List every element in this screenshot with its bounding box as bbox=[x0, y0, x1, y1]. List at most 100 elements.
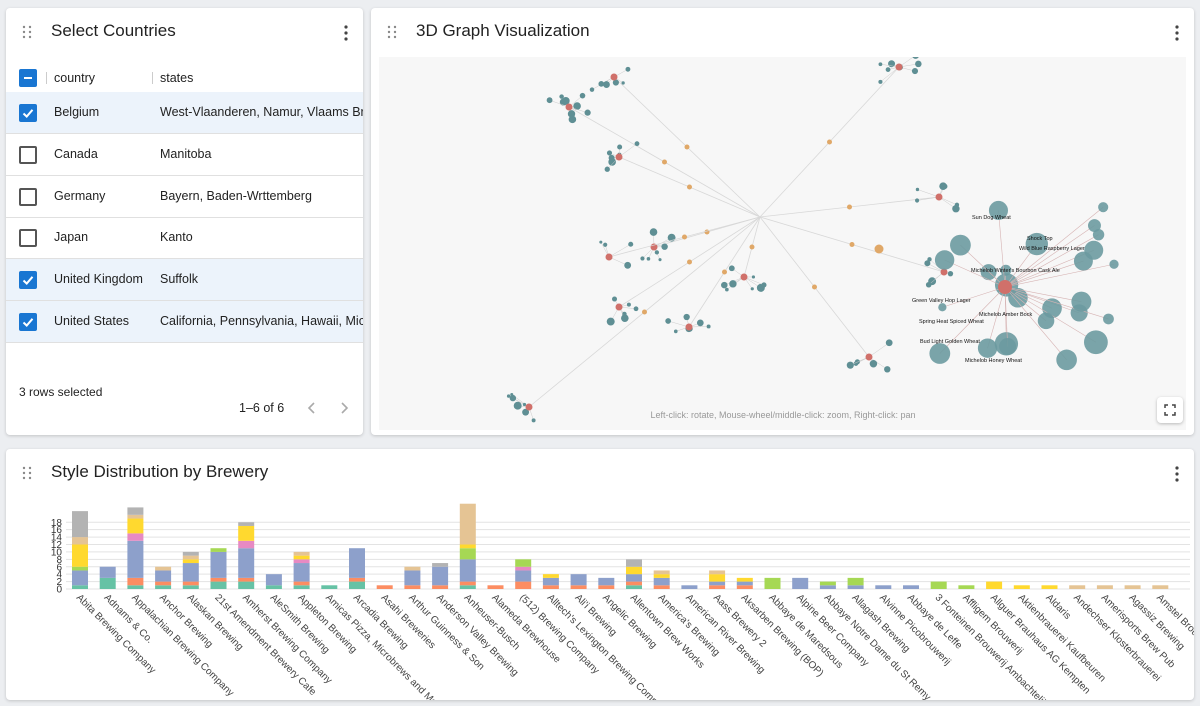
graph-background bbox=[379, 57, 1186, 430]
graph-canvas[interactable]: Sun Dog Wheat Shock Top Wild Blue Raspberr… bbox=[379, 57, 1186, 430]
graph-node bbox=[865, 353, 873, 361]
bar-segment bbox=[709, 581, 726, 586]
bar-segment bbox=[72, 544, 88, 567]
menu-button[interactable] bbox=[1174, 24, 1180, 42]
bar-segment bbox=[653, 570, 670, 575]
next-page[interactable] bbox=[338, 401, 350, 415]
graph-edge bbox=[917, 196, 940, 201]
bar-segment bbox=[293, 559, 310, 564]
row-checkbox[interactable] bbox=[19, 104, 37, 122]
bar-segment bbox=[1124, 585, 1141, 589]
graph-edge bbox=[1004, 286, 1008, 347]
graph-edge bbox=[1004, 286, 1047, 322]
graph-node bbox=[615, 153, 623, 161]
bar-segment bbox=[459, 585, 476, 589]
bar-segment bbox=[155, 585, 172, 589]
graph-edge bbox=[668, 320, 690, 328]
bar-segment bbox=[709, 570, 726, 575]
bar-segment bbox=[570, 574, 587, 586]
bar-segment bbox=[736, 577, 753, 582]
country-cell: Germany bbox=[54, 188, 106, 203]
bar-segment bbox=[459, 544, 476, 549]
bar-segment bbox=[432, 585, 449, 589]
graph-edge bbox=[618, 143, 638, 158]
graph-node bbox=[612, 296, 618, 302]
bar-segment bbox=[127, 577, 144, 586]
bar-segment bbox=[653, 585, 670, 589]
row-checkbox[interactable] bbox=[19, 145, 37, 164]
graph-node bbox=[761, 282, 767, 288]
bar-segment bbox=[459, 503, 476, 545]
bar-segment bbox=[293, 563, 310, 582]
y-tick-label: 14 bbox=[51, 533, 63, 544]
panel-title: 3D Graph Visualization bbox=[416, 21, 590, 40]
graph-node bbox=[895, 63, 903, 71]
drag-handle[interactable] bbox=[22, 25, 32, 39]
column-header: states bbox=[160, 71, 194, 85]
bar-segment bbox=[958, 585, 975, 589]
drag-handle[interactable] bbox=[387, 25, 397, 39]
graph-node bbox=[977, 338, 998, 358]
bar-segment bbox=[404, 570, 421, 586]
graph-node bbox=[513, 401, 522, 410]
bar-segment bbox=[238, 581, 255, 589]
graph-node bbox=[1088, 219, 1101, 233]
graph-node bbox=[1025, 232, 1049, 256]
graph-node bbox=[604, 166, 610, 172]
bar-segment bbox=[349, 577, 365, 582]
graph-edge bbox=[939, 286, 1006, 354]
bar-segment bbox=[210, 551, 227, 578]
graph-node bbox=[599, 240, 603, 244]
row-checkbox[interactable] bbox=[19, 229, 37, 248]
bar-segment bbox=[487, 585, 504, 589]
bar-segment bbox=[459, 548, 476, 560]
x-tick-label: Appalachian Brewing Company bbox=[129, 592, 235, 698]
bar-segment bbox=[72, 585, 88, 589]
graph-node bbox=[573, 102, 581, 110]
graph-node bbox=[522, 402, 527, 407]
graph-node bbox=[939, 182, 947, 190]
graph-node bbox=[750, 287, 754, 291]
row-checkbox[interactable] bbox=[19, 313, 37, 331]
bar-segment bbox=[542, 577, 559, 586]
table-row: Germany Bayern, Baden-Wrttemberg bbox=[6, 176, 363, 218]
bar-segment bbox=[72, 537, 88, 545]
bar-segment bbox=[99, 566, 116, 578]
graph-node bbox=[998, 280, 1012, 294]
graph-node bbox=[952, 205, 960, 213]
graph-node bbox=[579, 92, 586, 99]
graph-node-label: Wild Blue Raspberry Lager bbox=[1019, 246, 1085, 252]
drag-handle[interactable] bbox=[22, 466, 32, 480]
menu-button[interactable] bbox=[1174, 465, 1180, 483]
select-all-checkbox[interactable] bbox=[19, 69, 37, 87]
graph-node bbox=[950, 234, 971, 256]
table-row: Belgium West-Vlaanderen, Namur, Vlaams Br… bbox=[6, 92, 363, 134]
graph-node bbox=[914, 198, 920, 203]
graph-node bbox=[603, 242, 608, 247]
graph-node bbox=[729, 280, 737, 288]
row-checkbox[interactable] bbox=[19, 187, 37, 206]
prev-page[interactable] bbox=[306, 401, 318, 415]
column-header: country bbox=[54, 71, 95, 85]
row-checkbox[interactable] bbox=[19, 271, 37, 290]
bar-segment bbox=[653, 577, 670, 586]
graph-edge bbox=[1004, 234, 1099, 288]
graph-node bbox=[606, 150, 613, 156]
states-cell: California, Pennsylvania, Hawaii, Michig… bbox=[160, 314, 363, 328]
country-cell: Belgium bbox=[54, 105, 100, 119]
selection-count: 3 rows selected bbox=[19, 385, 103, 399]
graph-node bbox=[546, 97, 553, 104]
graph-node bbox=[1103, 313, 1114, 325]
graph-node bbox=[562, 97, 570, 105]
graph-edge bbox=[917, 189, 940, 198]
bar-segment bbox=[127, 540, 144, 578]
bar-segment bbox=[293, 555, 310, 560]
graph-node bbox=[567, 110, 576, 118]
check-icon bbox=[22, 276, 34, 286]
menu-button[interactable] bbox=[343, 24, 349, 42]
states-cell: West-Vlaanderen, Namur, Vlaams Braba bbox=[160, 105, 363, 119]
graph-node bbox=[642, 309, 647, 315]
bar-segment bbox=[349, 581, 365, 589]
bar-segment bbox=[542, 574, 559, 578]
fullscreen-button[interactable] bbox=[1157, 397, 1183, 423]
